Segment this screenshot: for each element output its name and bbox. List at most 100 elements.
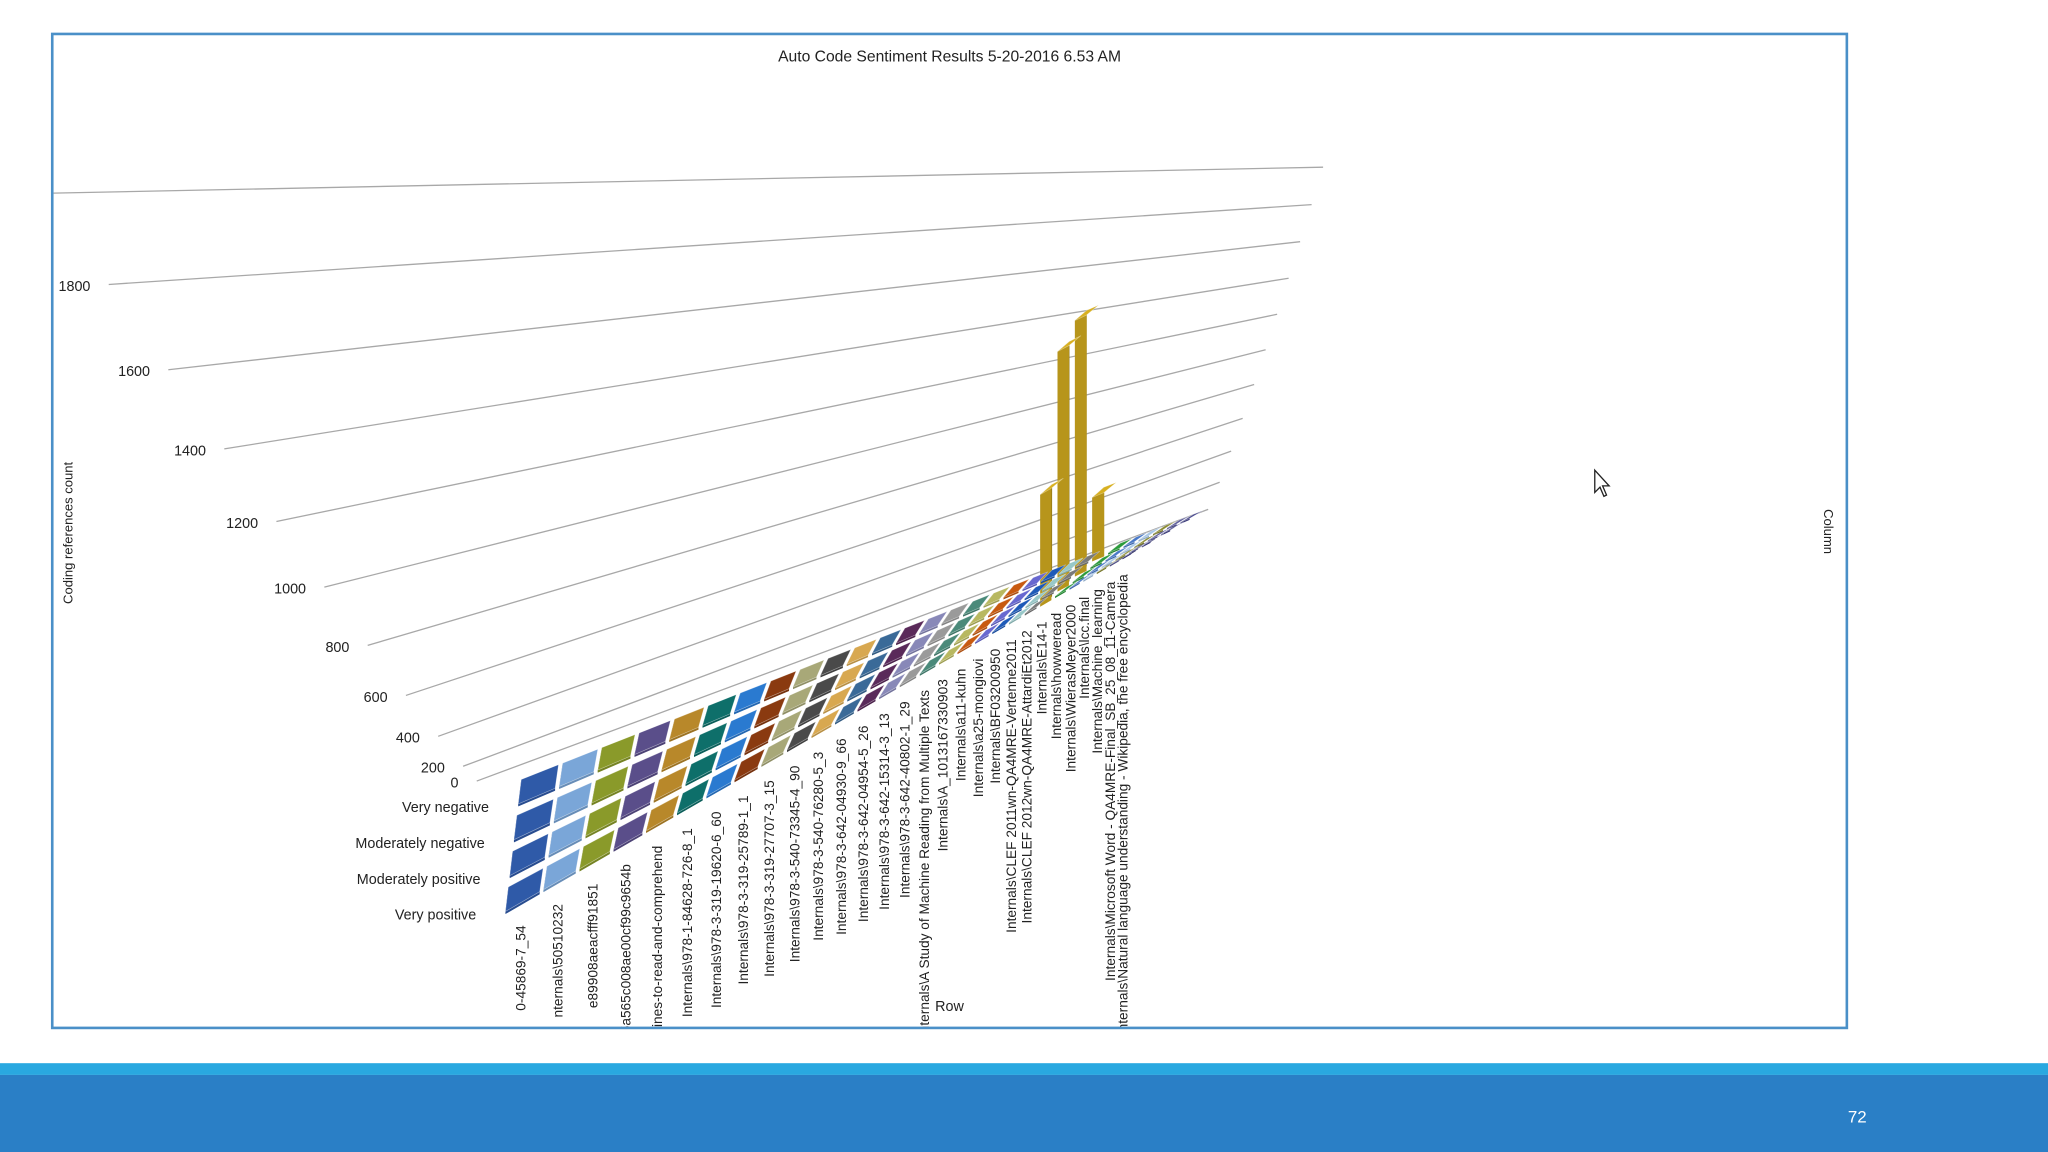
bar-front bbox=[1040, 575, 1055, 584]
bar-front bbox=[1134, 542, 1145, 549]
bar-front bbox=[754, 714, 779, 729]
bar-front-shade bbox=[685, 770, 712, 787]
row-label: Internals\978-3-642-15314-3_13 bbox=[877, 713, 892, 910]
bar bbox=[822, 684, 853, 715]
bar bbox=[1057, 335, 1082, 592]
bar-front bbox=[896, 635, 916, 646]
bar bbox=[597, 734, 636, 773]
bar bbox=[948, 613, 976, 637]
row-label: e89908aeacfff91851 bbox=[585, 884, 600, 1008]
bar-front-shade bbox=[1057, 345, 1069, 592]
bar bbox=[983, 586, 1011, 608]
bar-front-shade bbox=[953, 636, 970, 646]
bar-top bbox=[899, 662, 927, 686]
bar-top bbox=[1108, 538, 1133, 554]
bar-front bbox=[906, 646, 924, 657]
bar-top bbox=[760, 734, 792, 766]
bar-front-shade bbox=[972, 626, 988, 636]
bar-top bbox=[1083, 565, 1106, 581]
bar-front-shade bbox=[793, 677, 817, 690]
plot: 0200400600800100012001400160018002000Int… bbox=[53, 166, 1324, 1035]
bar-top bbox=[653, 765, 688, 802]
row-label: Internals\Natural language understanding… bbox=[1115, 574, 1130, 1035]
bar-top bbox=[505, 867, 544, 913]
row-label: Internals\BF03200950 bbox=[988, 648, 1003, 783]
bar-front-shade bbox=[782, 702, 806, 716]
bar-top bbox=[968, 604, 995, 626]
bar bbox=[808, 672, 840, 703]
bar-front-shade bbox=[1123, 541, 1135, 549]
bar bbox=[1006, 588, 1032, 609]
row-label: Internals\a25-mongiovi bbox=[971, 659, 986, 798]
bar-top bbox=[810, 708, 841, 737]
bar-front bbox=[975, 634, 989, 644]
bar-top bbox=[846, 638, 878, 665]
row-label: Internals\WierasMeyer2000 bbox=[1063, 604, 1078, 772]
bar bbox=[693, 722, 728, 758]
bar-top bbox=[1128, 539, 1152, 554]
grid-line bbox=[367, 383, 1255, 647]
bar-front-shade bbox=[1147, 536, 1158, 542]
bar bbox=[613, 811, 649, 852]
bar-front-shade bbox=[761, 752, 784, 767]
bar-front-shade bbox=[948, 626, 965, 637]
bar-front-shade bbox=[548, 838, 582, 858]
y-tick-label: 1600 bbox=[118, 364, 150, 380]
bar-front-shade bbox=[1161, 529, 1171, 536]
bar bbox=[987, 596, 1014, 618]
bar bbox=[968, 604, 995, 627]
bar-front-shade bbox=[1024, 607, 1037, 616]
bar bbox=[819, 648, 852, 678]
bar-front bbox=[509, 857, 545, 879]
bar-front bbox=[919, 665, 936, 676]
bar bbox=[781, 684, 814, 716]
bar-front bbox=[634, 741, 666, 757]
bar bbox=[1024, 580, 1050, 601]
bar-front bbox=[1008, 615, 1022, 625]
row-label: Internals\978-3-319-25789-1_1 bbox=[736, 796, 751, 985]
bar-front bbox=[787, 738, 808, 753]
bar-top bbox=[613, 811, 649, 851]
bar bbox=[676, 778, 710, 816]
bar-front-shade bbox=[919, 665, 936, 676]
bar bbox=[810, 708, 841, 738]
bar-front bbox=[919, 625, 938, 636]
bar-front-shade bbox=[744, 740, 769, 756]
bar-front bbox=[1025, 600, 1038, 609]
bar-front bbox=[1042, 584, 1055, 593]
row-label: 0-45869-7_54 bbox=[513, 925, 528, 1011]
bar-front-shade bbox=[1008, 608, 1022, 618]
bar-front bbox=[661, 756, 691, 773]
bar-front-shade bbox=[963, 607, 980, 617]
bar-front-shade bbox=[809, 689, 832, 703]
bar-front-shade bbox=[509, 857, 545, 879]
bar-top bbox=[1075, 550, 1101, 568]
bar-top bbox=[626, 750, 664, 787]
bar-front bbox=[1075, 561, 1089, 569]
bar-front-shade bbox=[1074, 315, 1087, 577]
bar-front-shade bbox=[764, 688, 790, 702]
bar-front-shade bbox=[1120, 548, 1131, 555]
grid-line bbox=[324, 349, 1266, 588]
bar-front bbox=[553, 804, 588, 824]
bar-front-shade bbox=[1006, 600, 1021, 609]
bar bbox=[1075, 550, 1101, 569]
bar bbox=[792, 659, 825, 690]
bar bbox=[953, 623, 980, 646]
bar bbox=[1152, 520, 1177, 536]
bar-top bbox=[1022, 571, 1049, 590]
bar-top bbox=[905, 631, 935, 656]
row-label: Internals\978-3-319-19620-6_60 bbox=[709, 811, 724, 1008]
bar-front bbox=[1153, 529, 1163, 536]
bar-front-shade bbox=[694, 742, 721, 758]
bar-top bbox=[548, 814, 587, 856]
bar-top bbox=[895, 619, 926, 644]
bar-top bbox=[972, 614, 999, 635]
page-number: 72 bbox=[1848, 1108, 1867, 1127]
column-label: Very negative bbox=[402, 800, 489, 816]
bar-front bbox=[734, 766, 758, 783]
bar bbox=[1008, 597, 1034, 618]
bar-top bbox=[983, 586, 1011, 607]
bar-front-shade bbox=[847, 689, 867, 702]
grid-line bbox=[108, 203, 1312, 286]
